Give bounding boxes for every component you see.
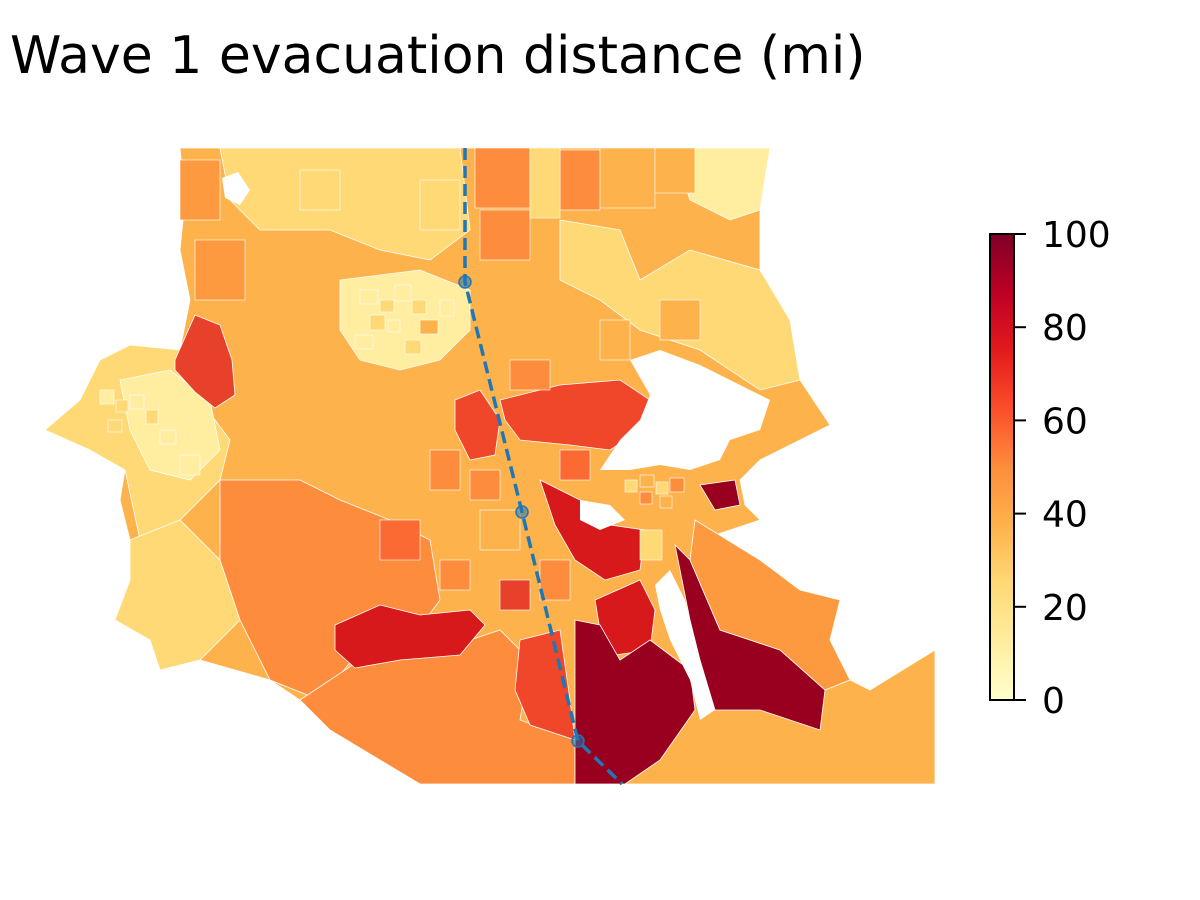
region-w-light2 bbox=[119, 369, 221, 481]
lake-nw bbox=[222, 172, 250, 205]
colorbar-tick-label: 40 bbox=[1042, 495, 1088, 536]
colorbar-ticks: 0 20 40 60 80 100 bbox=[1014, 215, 1111, 722]
urban-tracts-west bbox=[99, 389, 201, 476]
region-central-red2 bbox=[454, 389, 501, 461]
map-title: Wave 1 evacuation distance (mi) bbox=[10, 26, 866, 86]
colorbar-tick-label: 100 bbox=[1042, 215, 1111, 256]
route-waypoint-3 bbox=[571, 734, 585, 748]
orange-tracts-mid bbox=[379, 449, 591, 611]
region-west-red bbox=[174, 314, 236, 409]
bay-water bbox=[600, 350, 770, 470]
colorbar-tick-label: 20 bbox=[1042, 588, 1088, 629]
urban-tracts-east bbox=[624, 474, 685, 561]
route-waypoint-1 bbox=[458, 275, 472, 289]
region-east-coast bbox=[689, 519, 851, 691]
region-sw-light bbox=[114, 519, 241, 671]
north-orange-tracts bbox=[179, 148, 701, 391]
colorbar-tick-label: 0 bbox=[1042, 681, 1065, 722]
route-waypoint-2 bbox=[515, 505, 529, 519]
colorbar-tick-label: 80 bbox=[1042, 308, 1088, 349]
estuary bbox=[655, 570, 715, 720]
region-sw-red bbox=[334, 604, 486, 669]
colorbar-gradient bbox=[989, 233, 1015, 701]
colorbar-tick-label: 60 bbox=[1042, 401, 1088, 442]
urban-tracts-north bbox=[354, 284, 455, 355]
bay-inlet bbox=[580, 500, 625, 530]
evacuation-route bbox=[458, 148, 624, 786]
region-east-darkred bbox=[699, 479, 741, 511]
